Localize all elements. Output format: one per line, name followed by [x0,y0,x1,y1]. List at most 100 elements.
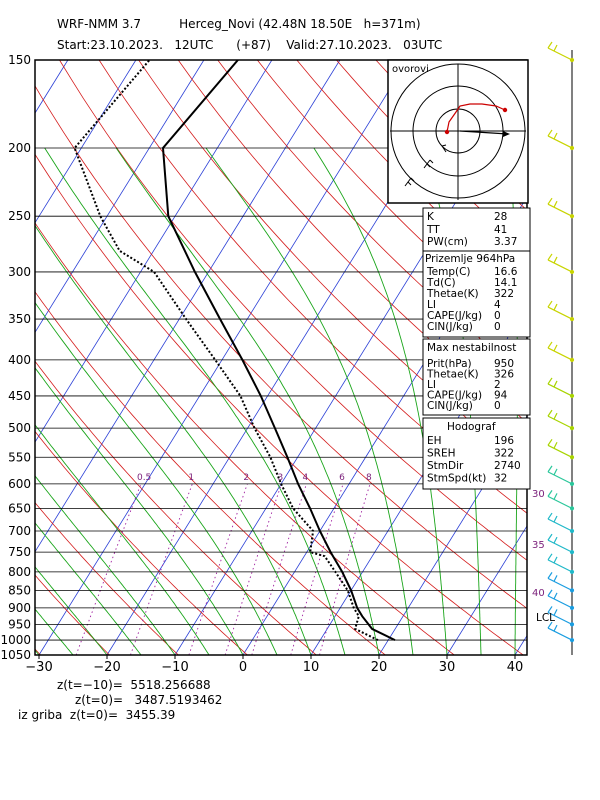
moist-adiabat-line [35,566,108,655]
isotherm-line [35,60,341,553]
isotherm-labels: 30 35 40 [532,489,545,599]
k-label: K [427,211,435,223]
wind-barb-flag [547,129,553,137]
wind-barb-staff [547,415,573,429]
pressure-tick-label: 450 [8,389,31,403]
moist-adiabat-line [35,224,312,655]
stat-value: 322 [494,288,514,300]
pressure-tick-label: 900 [8,601,31,615]
temperature-tick-label: 10 [303,660,320,675]
wind-barb-staff [547,135,573,149]
wind-barb-flag [553,442,558,449]
isotherm-line [446,525,527,655]
header-line-2: Start:23.10.2023. 12UTC (+87) Valid:27.1… [57,38,442,52]
wind-barb-flag [553,303,558,311]
pressure-tick-label: 300 [8,265,31,279]
wind-barb-flag [547,512,553,520]
wind-barb-flag [553,412,558,420]
wind-barb-flag [547,41,553,49]
wind-barb-flag [547,300,553,308]
wind-barb-staff [547,495,573,509]
isotherm-line [35,60,137,224]
pressure-tick-label: 800 [8,565,31,579]
stat-label: Td(C) [426,277,456,289]
dry-adiabat-line [35,430,248,655]
mixing-ratio-label: 8 [366,473,372,483]
surface-box [422,250,531,338]
wind-barb-flag [547,490,553,497]
wind-barb-staff [547,559,573,573]
stat-value: 0 [494,400,501,412]
wind-barb-flag [553,624,558,632]
footer-line-3: iz griba z(t=0)= 3455.39 [18,708,175,722]
wind-barb-flag [553,344,558,352]
stat-value: 94 [494,390,508,402]
mixing-ratio-line [251,483,307,655]
pw-value: 3.37 [494,236,517,248]
profiles [73,60,396,641]
surface-panel: Prizemlje 964hPa Temp(C) 16.6 Td(C) 14.1 The… [422,250,531,338]
moist-adiabat-line [35,367,244,655]
wind-barb-staff [547,595,573,609]
isotherm-label: 30 [532,489,545,500]
mixing-ratio-labels: 0.5 1 2 3 4 6 8 [137,473,372,483]
wind-barb-dot [569,622,575,627]
wind-barb-flag [547,606,553,613]
pressure-tick-label: 750 [8,545,31,559]
wind-barb-flag [547,589,553,597]
tt-label: TT [426,224,440,236]
tt-value: 41 [494,224,507,236]
isotherm-line [35,60,205,334]
stat-label: Thetae(K) [426,369,479,381]
isotherm-line [378,415,527,655]
hodo-stats-box [422,417,531,490]
hodo-stats-title: Hodograf [447,421,496,433]
wind-barb-flag [553,515,558,523]
stat-value: 16.6 [494,266,518,278]
stat-value: 0 [494,321,501,333]
wind-barb [547,589,575,610]
footer-line-1: z(t=−10)= 5518.256688 [57,678,211,692]
hodograph-inset: ovorovi [387,59,529,204]
wind-barb-column [547,41,575,655]
wind-barb-dot [569,393,575,399]
wind-barb [547,438,575,460]
wind-barb-flag [547,253,553,261]
stat-value: 14.1 [494,277,517,289]
storm-motion-vector [459,130,509,135]
stat-label: Temp(C) [426,266,471,278]
wind-barb-staff [547,47,573,61]
temperature-tick-label: −20 [93,660,120,675]
pressure-tick-label: 1000 [0,633,31,647]
pressure-tick-label: 150 [8,53,31,67]
wind-barb-dot [569,357,575,363]
instability-rows: Prit(hPa) 950 Thetae(K) 326 LI 2 CAPE(J/kg) 94 C… [426,358,514,412]
wind-barb-staff [547,444,573,458]
hodo-stats-panel: Hodograf EH 196 SREH 322 StmDir 2740 StmSpd(kt… [422,417,531,490]
wind-barb [547,129,575,151]
pressure-tick-label: 400 [8,353,31,367]
stat-label: Thetae(K) [426,288,479,300]
dry-adiabat-line [35,291,386,655]
pressure-tick-label: 250 [8,209,31,223]
temperature-tick-label: −10 [161,660,188,675]
temperature-tick-label: 0 [239,660,247,675]
isotherm-line [38,60,409,655]
stat-label: StmDir [427,460,464,472]
mixing-ratio-line [319,483,371,655]
wind-barb [547,490,575,511]
dry-adiabat-line [35,360,317,655]
temperature-tick-label: 20 [371,660,388,675]
wind-barb-dot [569,214,575,219]
wind-barb-flag [553,200,558,208]
stat-label: CIN(J/kg) [427,321,473,333]
wind-barb [547,300,575,322]
wind-barb-flag [547,197,553,205]
wind-barb-dot [569,269,575,275]
wind-barb-staff [547,611,573,625]
stat-value: 322 [494,448,514,460]
instability-box [422,338,531,416]
pressure-tick-label: 200 [8,141,31,155]
temperature-axis: −30 −20 −10 0 10 20 30 40 [25,655,523,675]
moist-adiabat-line [44,147,346,655]
